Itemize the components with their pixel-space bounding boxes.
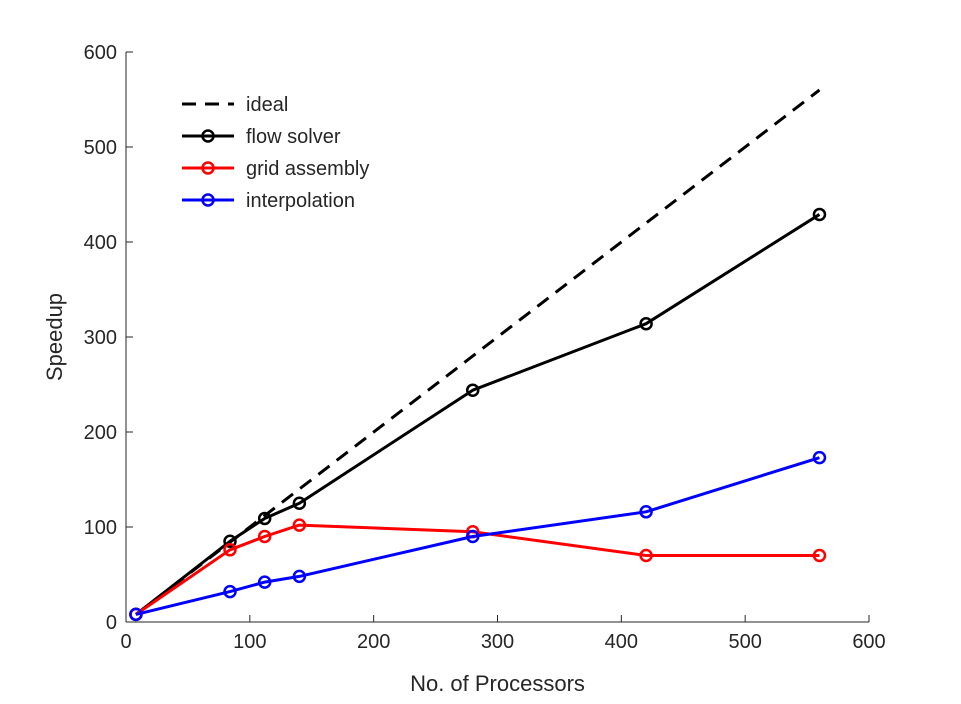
point-interpolation-1 — [223, 584, 237, 599]
point-flow-solver-6 — [812, 207, 827, 222]
y-tick-label-100: 100 — [84, 517, 117, 539]
point-flow-solver-5 — [639, 316, 653, 331]
point-flow-solver-2 — [257, 511, 272, 526]
point-grid-assembly-3 — [292, 518, 307, 532]
y-tick-label-500: 500 — [84, 137, 117, 159]
point-interpolation-5 — [639, 505, 653, 519]
point-grid-assembly-5 — [639, 548, 653, 563]
point-grid-assembly-2 — [257, 529, 272, 544]
series-flow-solver — [129, 207, 827, 622]
legend-label-interpolation: interpolation — [246, 190, 355, 212]
x-tick-label-600: 600 — [852, 631, 885, 653]
legend-label-grid-assembly: grid assembly — [246, 158, 369, 180]
legend-item-interpolation: interpolation — [182, 190, 355, 212]
x-tick-label-100: 100 — [233, 631, 266, 653]
x-tick-label-300: 300 — [481, 631, 514, 653]
legend-marker-interpolation — [201, 193, 215, 207]
x-axis-ticks: 0 100 200 300 400 500 600 — [120, 615, 886, 653]
y-axis-ticks: 0 100 200 300 400 500 600 — [84, 42, 133, 634]
axes: 0 100 200 300 400 500 600 0100200300400500600 … — [42, 42, 886, 696]
y-tick-label-400: 400 — [84, 232, 117, 254]
x-tick-label-400: 400 — [605, 631, 638, 653]
y-tick-label-200: 200 — [84, 422, 117, 444]
legend: ideal flow solver grid assembly interpolati… — [182, 94, 369, 212]
x-tick-label-200: 200 — [357, 631, 390, 653]
series-interpolation — [129, 450, 827, 622]
series-layer — [129, 88, 827, 622]
legend-marker-grid-assembly — [201, 161, 215, 175]
x-tick-label-500: 500 — [728, 631, 761, 653]
legend-item-grid-assembly: grid assembly — [182, 158, 369, 180]
point-interpolation-6 — [812, 450, 827, 465]
point-flow-solver-1 — [223, 534, 237, 548]
series-line-grid-assembly — [135, 523, 820, 616]
point-grid-assembly-6 — [812, 548, 827, 563]
y-tick-label-300: 300 — [84, 327, 117, 349]
legend-marker-flow-solver — [201, 129, 215, 143]
y-axis-label: Speedup — [42, 293, 67, 381]
y-tick-label-600: 600 — [84, 42, 117, 64]
point-interpolation-4 — [465, 529, 480, 544]
point-flow-solver-4 — [465, 383, 480, 397]
legend-item-ideal: ideal — [182, 94, 288, 116]
x-tick-label-0: 0 — [120, 631, 131, 653]
y-tick-label-0: 0 — [106, 612, 117, 634]
point-interpolation-0 — [129, 607, 143, 622]
series-line-flow-solver — [134, 213, 821, 616]
point-interpolation-3 — [292, 569, 307, 584]
legend-label-ideal: ideal — [246, 94, 288, 116]
point-grid-assembly-1 — [223, 543, 237, 557]
point-flow-solver-3 — [292, 496, 307, 510]
legend-label-flow-solver: flow solver — [246, 126, 341, 148]
x-axis-label: No. of Processors — [410, 671, 585, 696]
legend-item-flow-solver: flow solver — [182, 126, 341, 148]
series-line-interpolation — [135, 456, 820, 616]
point-interpolation-2 — [257, 575, 272, 589]
